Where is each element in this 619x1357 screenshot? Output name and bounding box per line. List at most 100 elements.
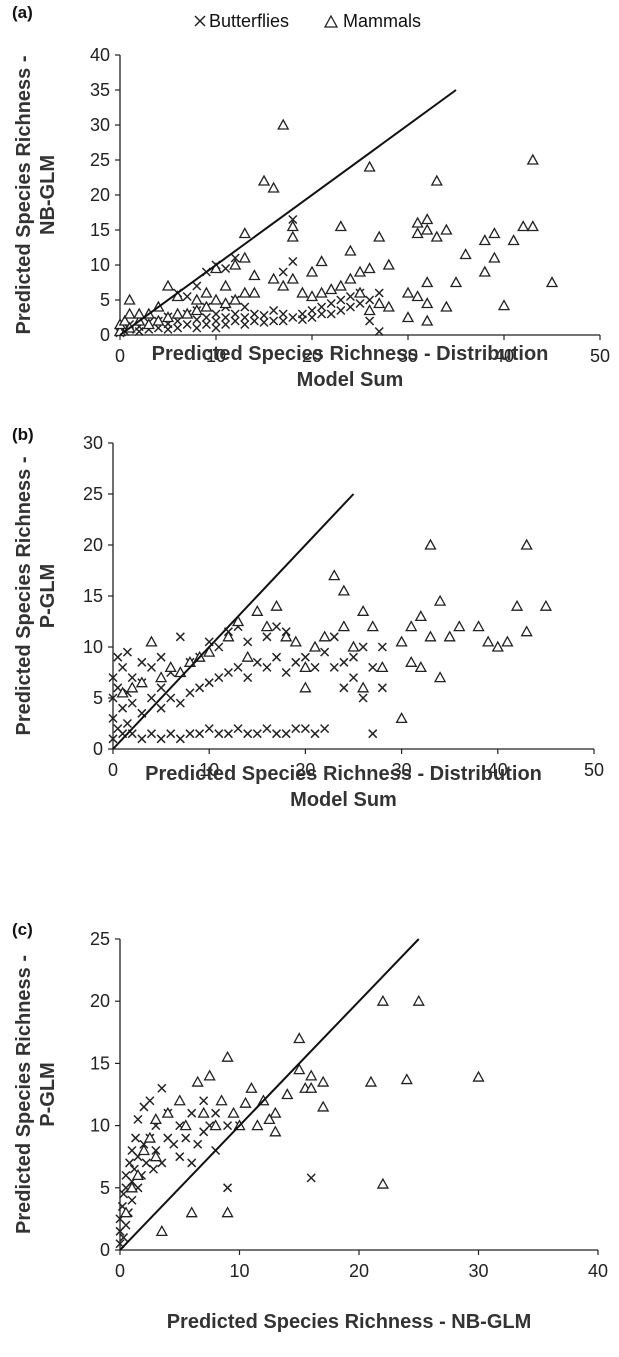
x-axis-title-line: Model Sum [297, 369, 404, 391]
y-tick-label: 30 [90, 115, 110, 135]
mammal-point [472, 620, 485, 632]
butterfly-point [368, 662, 378, 672]
butterfly-point [243, 729, 253, 739]
mammal-point [296, 286, 309, 298]
x-axis-title-line: Model Sum [290, 789, 397, 811]
mammal-point [488, 227, 501, 239]
butterfly-point [193, 1139, 203, 1149]
mammal-point [501, 635, 514, 647]
mammal-point [229, 258, 242, 270]
butterfly-point [108, 713, 118, 723]
butterfly-point [262, 662, 272, 672]
y-axis-title: Predicted Species Richness - P-GLM [13, 456, 59, 735]
mammal-point [277, 118, 290, 130]
mammal-point [231, 615, 245, 627]
mammal-point [353, 286, 367, 298]
mammal-point [414, 610, 427, 622]
mammal-point [411, 290, 424, 302]
x-tick-label: 30 [398, 346, 418, 366]
mammal-point [315, 255, 328, 267]
mammal-point [239, 1096, 252, 1108]
mammal-point [353, 265, 367, 277]
x-axis-title-line: Predicted Species Richness - Distributio… [152, 343, 549, 365]
mammal-point [245, 1081, 258, 1093]
mammal-point [221, 1050, 234, 1062]
mammal-point [293, 1063, 306, 1075]
butterfly-point [141, 1158, 151, 1168]
mammal-point [421, 276, 434, 288]
mammal-point [337, 584, 350, 596]
y-tick-label: 0 [93, 739, 103, 759]
butterfly-point [320, 724, 330, 734]
butterfly-point [166, 729, 176, 739]
butterfly-point [278, 267, 288, 277]
butterfly-point [230, 253, 240, 263]
butterfly-point [310, 662, 320, 672]
butterfly-point [175, 632, 185, 642]
butterfly-point [108, 673, 118, 683]
mammal-point [222, 630, 235, 642]
butterfly-point [278, 316, 288, 326]
mammal-point [269, 1106, 282, 1118]
y-tick-label: 5 [93, 688, 103, 708]
butterfly-point [169, 1139, 179, 1149]
butterfly-point [300, 724, 310, 734]
mammal-point [400, 1073, 413, 1085]
butterfly-point [211, 309, 221, 319]
mammal-point [116, 686, 129, 698]
mammal-point [293, 1032, 306, 1044]
butterfly-point [278, 309, 288, 319]
y-tick-label: 10 [90, 1116, 110, 1136]
mammal-point [401, 286, 415, 298]
mammal-point [363, 304, 376, 316]
butterfly-point [214, 673, 224, 683]
mammal-point [405, 655, 418, 667]
mammal-point [248, 269, 261, 281]
mammal-point [229, 293, 242, 305]
mammal-point [152, 314, 165, 326]
butterfly-point [252, 729, 262, 739]
butterfly-point [355, 298, 365, 309]
butterfly-point [368, 729, 378, 739]
butterfly-point [252, 657, 262, 667]
butterfly-point [214, 729, 224, 739]
butterfly-point [223, 667, 233, 678]
mammal-point [203, 1069, 216, 1081]
mammal-point [248, 286, 261, 298]
mammal-point [411, 227, 424, 239]
series-butterflies [115, 214, 384, 338]
mammal-point [173, 1094, 186, 1106]
mammal-point [280, 630, 293, 642]
mammal-point [373, 297, 386, 309]
y-axis-title-line: NB-GLM [37, 155, 59, 235]
mammal-point [181, 307, 194, 319]
y-axis-title-line: P-GLM [37, 1062, 59, 1126]
butterfly-point [175, 734, 185, 744]
butterfly-point [240, 319, 250, 330]
butterfly-point [365, 295, 375, 305]
butterfly-point [374, 288, 384, 298]
butterfly-point [119, 1233, 129, 1243]
butterfly-point [262, 724, 272, 734]
butterfly-point [173, 323, 183, 333]
mammal-point [517, 220, 530, 232]
mammal-point [325, 283, 338, 295]
butterfly-point [288, 256, 298, 267]
butterfly-point [249, 316, 259, 326]
butterfly-point [182, 319, 192, 330]
y-tick-label: 5 [100, 1178, 110, 1198]
x-axis-title: Predicted Species Richness - Distributio… [152, 343, 549, 391]
butterfly-point [336, 295, 346, 305]
butterfly-point [157, 1083, 167, 1093]
butterfly-point [146, 693, 157, 703]
mammal-point [191, 1075, 204, 1087]
mammal-point [421, 297, 434, 309]
legend-marker-butterflies [194, 15, 206, 27]
butterfly-point [329, 662, 339, 672]
mammal-point [363, 160, 376, 172]
mammal-point [118, 314, 131, 326]
mammal-point [209, 1119, 222, 1131]
butterfly-point [122, 718, 132, 729]
y-axis-title-line: Predicted Species Richness - [13, 55, 35, 334]
butterfly-point [291, 657, 301, 667]
